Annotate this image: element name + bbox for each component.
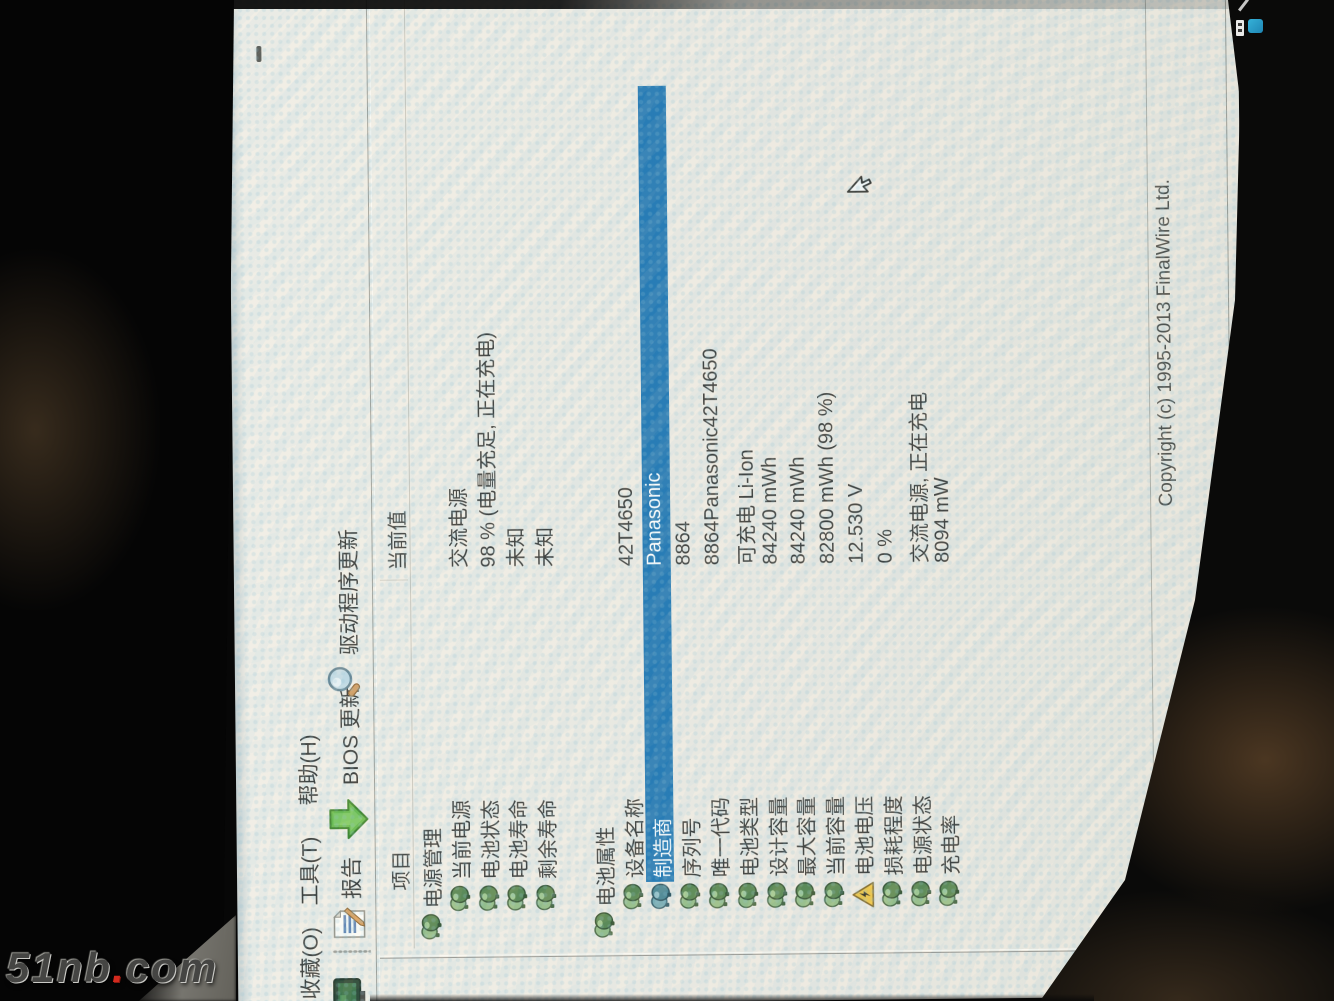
battery-pair-icon: [736, 882, 759, 909]
battery-pair-icon: [505, 884, 528, 911]
table-row[interactable]: 损耗程度 0 %: [868, 0, 908, 1000]
toolbar: 报告 BIOS 更新 驱动程序更新: [315, 0, 379, 1001]
table-row[interactable]: 序列号 8864: [666, 0, 706, 1001]
table-row[interactable]: 电源管理: [407, 0, 447, 1001]
watermark: 51nb.com: [6, 944, 219, 991]
battery-pair-icon: [419, 913, 442, 940]
warning-triangle-icon: [851, 881, 875, 908]
table-row[interactable]: 电池状态 98 % (电量充足, 正在充电): [465, 0, 505, 1001]
battery-pair-icon: [534, 884, 557, 911]
battery-pair-icon: [937, 880, 960, 907]
table-row[interactable]: 电池电压 12.530 V: [839, 0, 879, 1000]
table-row[interactable]: 充电率 8094 mW: [925, 0, 965, 999]
report-button-label: 报告: [340, 856, 365, 900]
table-row[interactable]: 剩余寿命 未知: [522, 0, 562, 1001]
battery-pair-icon: [678, 882, 701, 909]
menu-item-favorites[interactable]: 收藏(O): [299, 927, 324, 1000]
toolbar-separator: [332, 949, 371, 954]
laptop-screen: 收藏(O) 工具(T) 帮助(H): [227, 0, 1249, 1001]
watermark-red-dot: .: [112, 944, 126, 991]
table-row[interactable]: 当前容量 82800 mWh (98 %): [810, 0, 850, 1000]
battery-pair-icon: [765, 881, 788, 908]
battery-info-list: 电源管理 当前电源 交流电源 电池状态 98 % (电量充足, 正在充电) 电池: [370, 0, 1249, 1001]
table-row[interactable]: 最大容量 84240 mWh: [781, 0, 821, 1000]
bios-update-button[interactable]: BIOS 更新: [322, 687, 377, 843]
menu-item-help[interactable]: 帮助(H): [297, 734, 322, 806]
battery-pair-icon: [592, 911, 615, 938]
battery-pair-icon: [793, 881, 816, 908]
battery-pair-selected-icon: [649, 883, 672, 910]
report-document-icon: [333, 907, 366, 939]
table-row[interactable]: 制造商 Panasonic: [637, 0, 677, 1001]
blue-app-icon[interactable]: [1248, 19, 1263, 33]
update-arrow-icon: [329, 799, 369, 840]
computer-icon[interactable]: [325, 978, 378, 1001]
menu-item-tools[interactable]: 工具(T): [298, 836, 323, 906]
battery-pair-icon: [448, 885, 471, 912]
driver-update-magnifier-icon: [327, 666, 361, 697]
driver-update-button[interactable]: 驱动程序更新: [320, 528, 375, 702]
mouse-cursor-icon: [846, 175, 872, 193]
minimize-icon[interactable]: [256, 45, 262, 63]
table-row[interactable]: 电池寿命 未知: [493, 0, 533, 1001]
battery-pair-icon: [621, 883, 644, 910]
content-area: 项目 当前值 电源管理 当前电源 交流电源: [370, 0, 1249, 1001]
table-row[interactable]: 电池属性: [580, 0, 620, 1001]
table-row[interactable]: 设计容量 84240 mWh: [753, 0, 793, 1001]
driver-update-label: 驱动程序更新: [337, 528, 362, 656]
battery-pair-icon: [822, 881, 845, 908]
table-row[interactable]: 当前电源 交流电源: [436, 0, 476, 1001]
table-row[interactable]: 电源状态 交流电源, 正在充电: [897, 0, 937, 999]
bios-update-label: BIOS 更新: [339, 686, 364, 786]
bezel-top: [0, 0, 1334, 9]
table-row[interactable]: 电池类型 可充电 Li-Ion: [724, 0, 764, 1001]
battery-pair-icon: [909, 880, 932, 907]
copyright-text: Copyright (c) 1995-2013 FinalWire Ltd.: [1152, 179, 1178, 507]
bezel-bottom-shadow: [370, 994, 1094, 1001]
usb-device-icon[interactable]: [1236, 20, 1244, 36]
table-row[interactable]: 唯一代码 8864Panasonic42T4650: [695, 0, 735, 1001]
report-button[interactable]: 报告: [323, 813, 377, 944]
table-row[interactable]: 设备名称 42T4650: [609, 0, 649, 1001]
battery-pair-icon: [880, 880, 903, 907]
battery-pair-icon: [707, 882, 730, 909]
battery-pair-icon: [477, 885, 500, 912]
